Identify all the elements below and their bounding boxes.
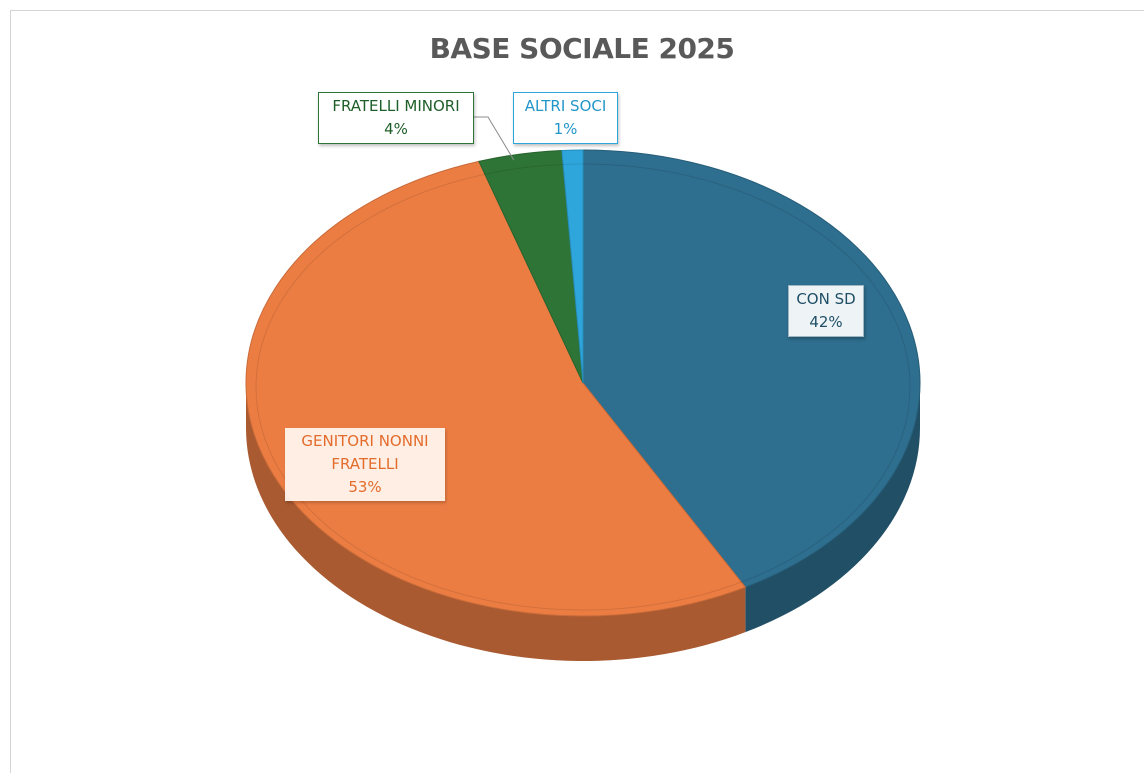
pie-slice-0 [582, 149, 921, 588]
slice-label-genitori-value: 53% [348, 478, 382, 496]
slice-label-fratelli-minori: FRATELLI MINORI 4% [318, 92, 474, 144]
slice-label-altri-soci: ALTRI SOCI 1% [513, 92, 618, 144]
slice-label-con-sd-value: 42% [809, 313, 843, 331]
pie-side-1 [245, 383, 746, 662]
slice-label-genitori: GENITORI NONNI FRATELLI 53% [285, 428, 445, 501]
slice-label-genitori-name-1: GENITORI NONNI [301, 432, 429, 450]
pie-side-0 [745, 383, 920, 633]
chart-frame [10, 10, 1144, 773]
chart-title: BASE SOCIALE 2025 [429, 32, 735, 65]
leader-line-fratelli-minori [474, 116, 515, 161]
slice-label-fratelli-minori-name: FRATELLI MINORI [332, 97, 460, 115]
slice-label-fratelli-minori-value: 4% [384, 120, 408, 138]
pie-slice-3 [561, 149, 584, 384]
pie-slice-1 [245, 160, 747, 617]
slice-label-con-sd-name: CON SD [796, 290, 856, 308]
slice-label-con-sd: CON SD 42% [788, 285, 864, 337]
slice-label-altri-soci-value: 1% [553, 120, 578, 138]
pie-bevel [255, 163, 911, 611]
slice-label-altri-soci-name: ALTRI SOCI [524, 97, 607, 115]
slice-label-genitori-name-2: FRATELLI [331, 455, 399, 473]
